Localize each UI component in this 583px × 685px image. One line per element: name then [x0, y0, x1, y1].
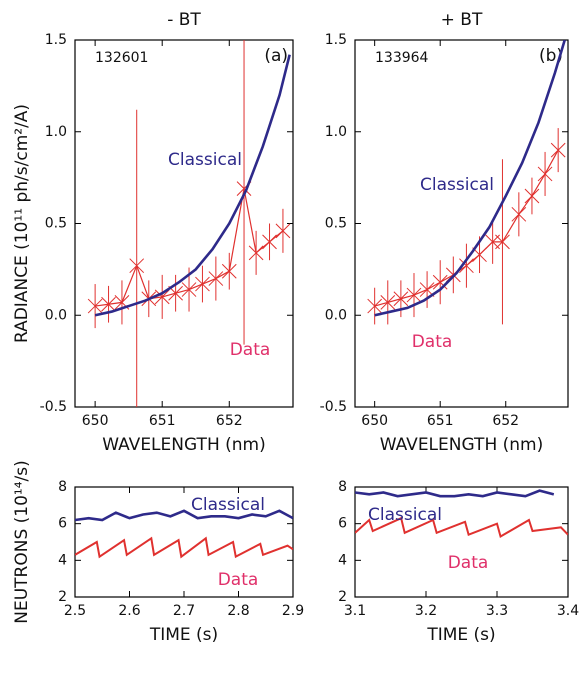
y-tick-label: 4	[58, 552, 67, 568]
y-tick-label: 8	[338, 479, 347, 495]
series-label: Classical	[191, 495, 265, 515]
y-tick-label: 6	[338, 516, 347, 532]
x-tick-label: 3.3	[486, 603, 508, 619]
y-tick-label: 0.0	[325, 307, 347, 323]
y-tick-label: -0.5	[40, 399, 67, 415]
data-line	[95, 188, 284, 307]
series-line	[75, 509, 293, 522]
y-tick-label: 1.0	[45, 124, 67, 140]
series-line	[355, 516, 568, 539]
y-axis-label: NEUTRONS (10¹⁴/s)	[12, 460, 32, 624]
y-tick-label: 8	[58, 479, 67, 495]
series-line	[75, 536, 293, 559]
series-label: Classical	[168, 150, 242, 170]
y-tick-label: 6	[58, 516, 67, 532]
y-tick-label: 0.5	[45, 216, 67, 232]
x-tick-label: 2.5	[64, 603, 86, 619]
x-tick-label: 2.6	[118, 603, 140, 619]
y-tick-label: 4	[338, 552, 347, 568]
y-tick-label: 0.5	[325, 216, 347, 232]
x-tick-label: 3.1	[344, 603, 366, 619]
panel-label: (a)	[264, 46, 288, 66]
x-tick-label: 651	[427, 413, 454, 429]
series-label: Classical	[368, 505, 442, 525]
x-tick-label: 650	[361, 413, 388, 429]
shot-number: 133964	[375, 50, 429, 66]
data-line	[374, 149, 559, 307]
x-tick-label: 650	[82, 413, 109, 429]
series-line	[94, 54, 291, 317]
y-tick-label: -0.5	[320, 399, 347, 415]
y-tick-label: 1.5	[45, 32, 67, 48]
series-label: Data	[218, 570, 259, 590]
series-label: Classical	[420, 175, 494, 195]
x-axis-label: TIME (s)	[426, 625, 495, 645]
series-line	[355, 489, 555, 498]
x-tick-label: 652	[492, 413, 519, 429]
x-tick-label: 2.7	[173, 603, 195, 619]
y-tick-label: 1.5	[325, 32, 347, 48]
plot-frame	[354, 486, 569, 598]
panel-title: - BT	[167, 10, 201, 30]
y-tick-label: 0.0	[45, 307, 67, 323]
series-label: Data	[230, 340, 271, 360]
x-axis-label: WAVELENGTH (nm)	[380, 435, 543, 455]
shot-number: 132601	[95, 50, 148, 66]
x-axis-label: WAVELENGTH (nm)	[102, 435, 265, 455]
panel-label: (b)	[539, 46, 563, 66]
series-line	[374, 40, 566, 317]
x-tick-label: 3.2	[415, 603, 437, 619]
plot-frame	[354, 39, 569, 408]
x-tick-label: 2.9	[282, 603, 304, 619]
y-tick-label: 2	[338, 589, 347, 605]
data-marker	[87, 298, 103, 314]
x-axis-label: TIME (s)	[149, 625, 218, 645]
series-label: Data	[412, 332, 453, 352]
panel-title: + BT	[441, 10, 483, 30]
series-label: Data	[448, 553, 489, 573]
x-tick-label: 652	[216, 413, 243, 429]
y-axis-label: RADIANCE (10¹¹ ph/s/cm²/A)	[12, 104, 32, 343]
x-tick-label: 2.8	[227, 603, 249, 619]
x-tick-label: 651	[149, 413, 176, 429]
y-tick-label: 1.0	[325, 124, 347, 140]
y-tick-label: 2	[58, 589, 67, 605]
x-tick-label: 3.4	[557, 603, 579, 619]
